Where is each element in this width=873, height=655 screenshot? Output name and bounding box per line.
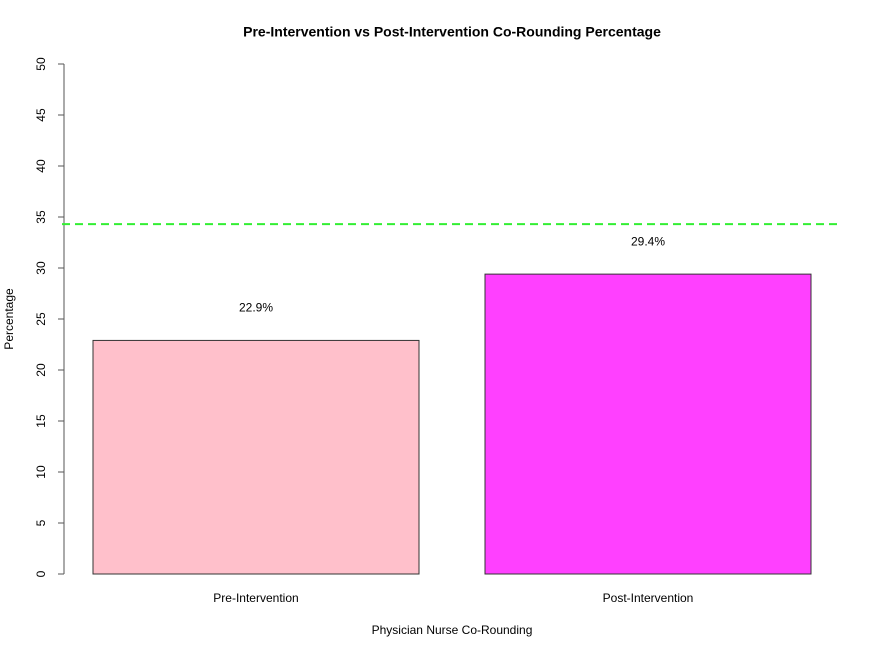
bar <box>484 273 812 575</box>
y-tick-label: 40 <box>34 159 48 173</box>
y-axis-label: Percentage <box>2 288 16 350</box>
value-label: 22.9% <box>239 301 273 315</box>
y-tick-label: 30 <box>34 261 48 275</box>
y-tick-label: 0 <box>34 570 48 577</box>
y-tick-label: 50 <box>34 57 48 71</box>
x-axis-label: Physician Nurse Co-Rounding <box>372 623 533 637</box>
y-tick-label: 10 <box>34 465 48 479</box>
y-tick-label: 15 <box>34 414 48 428</box>
chart-title: Pre-Intervention vs Post-Intervention Co… <box>243 24 661 40</box>
bar <box>92 339 420 575</box>
y-tick-label: 35 <box>34 210 48 224</box>
y-tick-label: 25 <box>34 312 48 326</box>
y-tick-label: 5 <box>34 519 48 526</box>
x-tick-label: Pre-Intervention <box>213 591 298 605</box>
y-tick-label: 45 <box>34 108 48 122</box>
x-tick-label: Post-Intervention <box>603 591 694 605</box>
value-label: 29.4% <box>631 234 665 248</box>
y-tick-label: 20 <box>34 363 48 377</box>
